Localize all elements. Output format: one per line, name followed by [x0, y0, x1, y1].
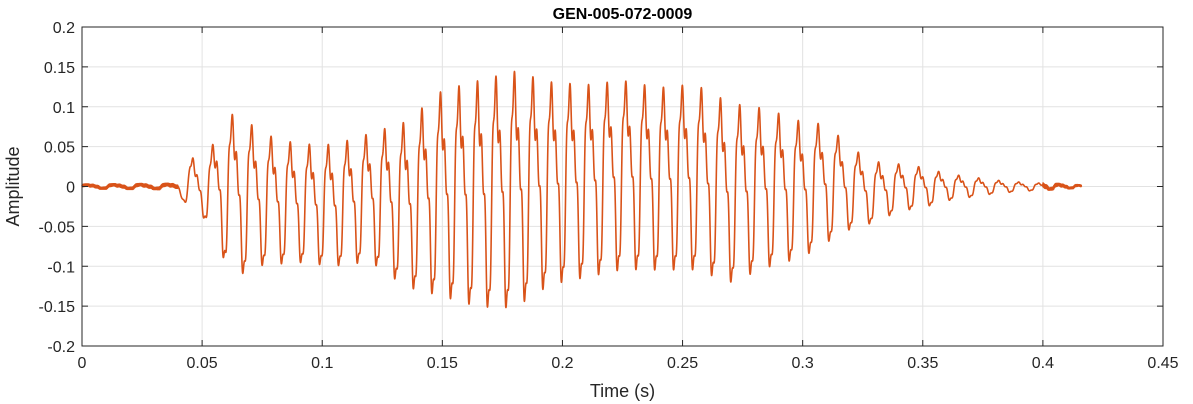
y-tick-label: 0.2	[53, 20, 75, 37]
y-tick-label: 0	[66, 180, 75, 197]
x-tick-label: 0.45	[1147, 355, 1178, 372]
x-tick-label: 0.25	[667, 355, 698, 372]
y-tick-label: -0.2	[47, 339, 75, 356]
data-layer	[81, 70, 1083, 309]
tick-marks	[81, 26, 1164, 347]
x-tick-label: 0.35	[907, 355, 938, 372]
x-tick-label: 0.4	[1032, 355, 1054, 372]
x-tick-label: 0	[78, 355, 87, 372]
x-tick-label: 0.2	[551, 355, 573, 372]
y-tick-label: -0.15	[39, 299, 76, 316]
x-tick-labels: 0 0.05 0.1 0.15 0.2 0.25 0.3 0.35 0.4 0.45	[78, 355, 1179, 372]
x-tick-label: 0.05	[187, 355, 218, 372]
y-tick-label: -0.1	[47, 259, 75, 276]
y-tick-label: -0.05	[39, 219, 76, 236]
y-axis-label: Amplitude	[3, 146, 23, 226]
waveform-series-line	[81, 70, 1083, 309]
x-axis-label: Time (s)	[590, 381, 655, 401]
x-tick-label: 0.15	[427, 355, 458, 372]
y-tick-label: 0.15	[44, 60, 75, 77]
x-tick-label: 0.3	[792, 355, 814, 372]
y-tick-label: 0.05	[44, 140, 75, 157]
x-tick-label: 0.1	[311, 355, 333, 372]
y-tick-label: 0.1	[53, 100, 75, 117]
y-tick-labels: -0.2 -0.15 -0.1 -0.05 0 0.05 0.1 0.15 0.2	[39, 20, 76, 356]
chart-title: GEN-005-072-0009	[553, 6, 693, 23]
